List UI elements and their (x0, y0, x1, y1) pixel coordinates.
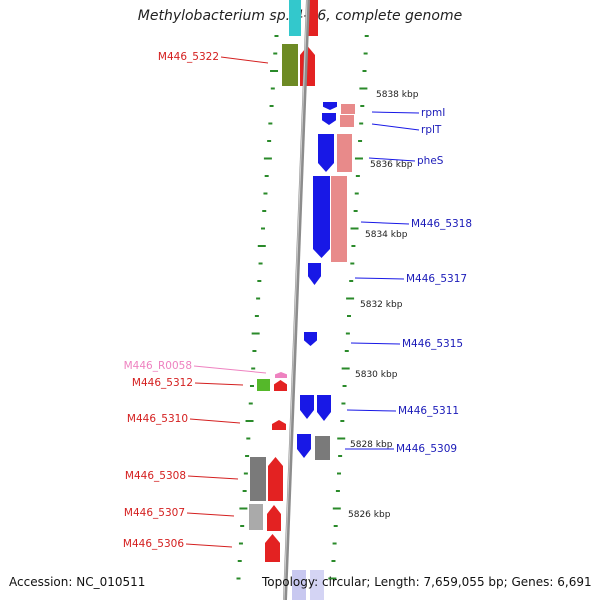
gene-leader-line (350, 342, 401, 345)
genome-summary-text: Topology: circular; Length: 7,659,055 bp… (262, 575, 592, 589)
gene-arrow-reverse[interactable] (308, 263, 321, 285)
gene-arrow-forward[interactable] (267, 505, 281, 531)
gene-label-forward[interactable]: M446_R0058 (124, 360, 192, 372)
kbp-tick-label: 5826 kbp (348, 510, 391, 520)
gene-arrow-reverse[interactable] (304, 332, 317, 346)
gene-arrow-reverse[interactable] (317, 395, 331, 421)
gene-label-reverse[interactable]: M446_5317 (406, 273, 467, 285)
kbp-tick-label: 5834 kbp (365, 230, 408, 240)
gene-label-reverse[interactable]: M446_5315 (402, 338, 463, 350)
gene-arrow-forward[interactable] (272, 420, 286, 430)
gene-arrow-forward[interactable] (265, 534, 280, 562)
gene-leader-line (194, 382, 244, 386)
gene-leader-line (360, 221, 410, 225)
cog-block (331, 176, 347, 262)
cog-block (250, 457, 266, 501)
gene-leader-line (371, 123, 420, 131)
cog-block (289, 0, 301, 36)
gene-label-forward[interactable]: M446_5308 (125, 470, 186, 482)
gene-leader-line (220, 56, 269, 64)
rna-arrow[interactable] (275, 372, 287, 378)
kbp-tick-label: 5836 kbp (370, 160, 413, 170)
gene-leader-line (346, 409, 397, 412)
gene-leader-line (187, 475, 239, 480)
gene-leader-line (193, 365, 267, 374)
gene-label-group[interactable]: rpmI rplT pheS M446_5318 M446_5317 M446_5315 M… (123, 51, 472, 550)
cog-block (282, 44, 298, 86)
gene-label-reverse[interactable]: M446_5318 (411, 218, 472, 230)
gene-leader-line (371, 111, 420, 114)
gene-arrow-reverse[interactable] (323, 102, 337, 110)
kbp-tick-label: 5832 kbp (360, 300, 403, 310)
cog-block (337, 134, 352, 172)
gene-arrow-reverse[interactable] (300, 395, 314, 419)
gene-arrow-reverse[interactable] (297, 434, 311, 458)
gene-leader-line (185, 543, 233, 548)
gene-label-reverse[interactable]: rpmI (421, 107, 445, 119)
gene-label-forward[interactable]: M446_5312 (132, 377, 193, 389)
cog-block (340, 115, 354, 127)
cog-track (249, 0, 355, 600)
accession-text: Accession: NC_010511 (9, 575, 146, 589)
gene-label-reverse[interactable]: M446_5309 (396, 443, 457, 455)
genome-backbone (283, 0, 310, 600)
kbp-tick-label: 5838 kbp (376, 90, 419, 100)
kbp-label-group: 5838 kbp 5836 kbp 5834 kbp 5832 kbp 5830 kbp… (348, 90, 419, 520)
cog-block (341, 104, 355, 114)
cog-block (292, 570, 306, 600)
gene-label-reverse[interactable]: rplT (421, 124, 442, 136)
cog-block (315, 436, 330, 460)
gene-arrow-reverse[interactable] (313, 176, 330, 258)
gene-leader-line (354, 277, 405, 280)
outer-tick-ring (236, 35, 279, 580)
gene-label-forward[interactable]: M446_5310 (127, 413, 188, 425)
gene-arrow-forward[interactable] (274, 380, 287, 391)
genome-backbone-highlight (283, 0, 308, 600)
kbp-tick-label: 5828 kbp (350, 440, 393, 450)
cog-block (249, 504, 263, 530)
gene-leader-line (189, 418, 241, 424)
gene-arrow-forward[interactable] (268, 457, 283, 501)
cog-block (257, 379, 270, 391)
gene-label-reverse[interactable]: M446_5311 (398, 405, 459, 417)
inner-tick-ring (328, 35, 369, 580)
cog-block (310, 570, 324, 600)
gene-arrow-reverse[interactable] (318, 134, 334, 172)
kbp-tick-label: 5830 kbp (355, 370, 398, 380)
gene-leader-line (368, 157, 416, 162)
gene-label-forward[interactable]: M446_5306 (123, 538, 184, 550)
gene-leader-line (186, 512, 235, 517)
gene-arrow-reverse[interactable] (322, 113, 336, 125)
gene-track (265, 0, 337, 562)
gene-label-reverse[interactable]: pheS (417, 155, 444, 167)
gene-label-forward[interactable]: M446_5322 (158, 51, 219, 63)
gene-label-forward[interactable]: M446_5307 (124, 507, 185, 519)
